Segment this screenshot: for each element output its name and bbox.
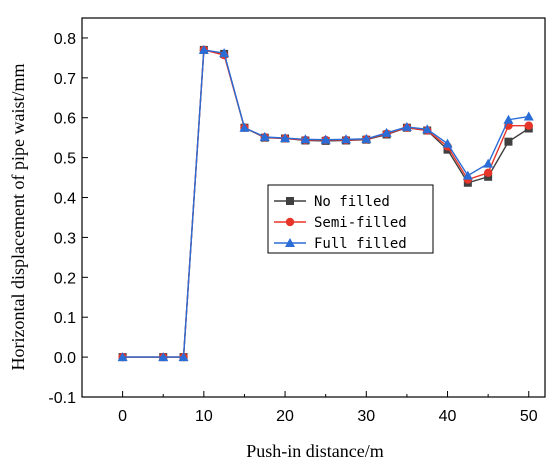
legend-item-circle: Semi-filled	[274, 215, 407, 231]
y-tick-label: -0.1	[48, 390, 76, 407]
legend-box	[267, 184, 434, 254]
data-point-triangle	[503, 114, 514, 124]
x-tick-label: 20	[276, 408, 294, 425]
y-axis-title: Horizontal displacement of pipe waist/mm	[8, 64, 28, 371]
legend: No filled Semi-filled Full filled	[267, 184, 434, 254]
data-point-circle	[524, 121, 533, 130]
y-tick-label: 0.4	[54, 191, 76, 208]
data-point-triangle	[361, 133, 372, 143]
y-tick-label: 0.5	[54, 151, 76, 168]
y-tick-label: 0.8	[54, 31, 76, 48]
data-point-triangle	[422, 124, 433, 134]
y-tick-label: 0.2	[54, 270, 76, 287]
x-axis-title: Push-in distance/m	[246, 441, 384, 461]
data-point-triangle	[462, 170, 473, 180]
y-tick-label: 0.0	[54, 350, 76, 367]
data-point-triangle	[300, 134, 311, 144]
legend-label: Full filled	[314, 236, 407, 252]
y-tick-label: 0.1	[54, 310, 76, 327]
x-tick-label: 50	[520, 408, 538, 425]
data-point-triangle	[340, 134, 351, 144]
data-point-triangle	[401, 121, 412, 131]
data-point-triangle	[259, 131, 270, 141]
data-point-triangle	[178, 352, 189, 362]
data-point-triangle	[219, 48, 230, 58]
data-point-triangle	[483, 158, 494, 168]
data-point-triangle	[158, 352, 169, 362]
data-point-square	[286, 197, 294, 205]
series-line	[122, 49, 529, 358]
x-tick-label: 30	[357, 408, 375, 425]
data-point-triangle	[442, 138, 453, 148]
data-point-triangle	[285, 238, 295, 247]
legend-item-triangle: Full filled	[274, 236, 407, 252]
axes: 0 10 20 30 40 50 -0.1 0.0 0.1 0.2 0.3 0.4 0.5 0.6 0.7 0…	[48, 17, 546, 425]
x-tick-label: 10	[195, 408, 213, 425]
y-tick-label: 0.6	[54, 111, 76, 128]
y-tick-label: 0.3	[54, 230, 76, 247]
data-point-square	[504, 137, 513, 146]
data-point-triangle	[381, 127, 392, 137]
data-point-triangle	[523, 111, 534, 121]
series-group	[117, 44, 534, 362]
legend-label: No filled	[314, 194, 390, 210]
series-triangle	[117, 44, 534, 362]
legend-label: Semi-filled	[314, 215, 407, 231]
x-tick-label: 0	[118, 408, 127, 425]
plot-frame	[81, 17, 546, 398]
data-point-triangle	[198, 44, 209, 54]
data-point-circle	[483, 168, 493, 177]
x-tick-label: 40	[439, 408, 457, 425]
data-point-triangle	[320, 134, 331, 144]
data-point-triangle	[280, 133, 291, 143]
data-point-triangle	[239, 122, 250, 132]
data-point-triangle	[117, 352, 128, 362]
data-point-circle	[285, 217, 295, 227]
y-tick-label: 0.7	[54, 71, 76, 88]
legend-item-square: No filled	[274, 194, 390, 210]
